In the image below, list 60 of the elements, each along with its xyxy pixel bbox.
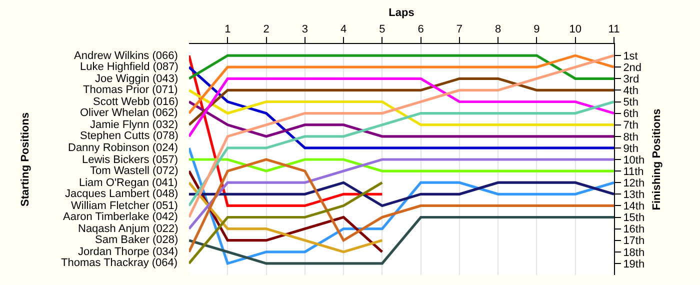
line-series [189, 66, 614, 150]
line-series [189, 100, 614, 207]
series-label: Naqash Anjum (022) [78, 223, 178, 235]
x-tick-label: 3 [302, 24, 308, 36]
series-label: Liam O'Regan (041) [79, 177, 178, 189]
line-series [189, 216, 614, 265]
y2-tick-label: 8th [623, 131, 638, 144]
x-tick-label: 11 [608, 24, 620, 36]
series-label: Sam Baker (028) [95, 234, 178, 246]
series-label: Lewis Bickers (057) [82, 154, 178, 166]
x-tick-label: 5 [379, 24, 386, 36]
x-tick-label: 4 [340, 24, 347, 36]
y2-tick-label: 14th [623, 200, 645, 213]
x-tick-label: 8 [495, 24, 502, 36]
series-label: Aaron Timberlake (042) [63, 211, 178, 223]
y2-tick-label: 18th [623, 246, 645, 259]
series-label: Thomas Prior (071) [83, 84, 178, 96]
y2-tick-label: 16th [623, 224, 645, 236]
y2-tick-label: 12th [623, 177, 645, 190]
series-label: Joe Wiggin (043) [95, 73, 178, 85]
series-label: Jordan Thorpe (034) [78, 246, 178, 258]
y2-tick-label: 2nd [623, 62, 642, 74]
series-label: Thomas Thackray (064) [61, 257, 178, 269]
x-tick-label: 10 [569, 24, 582, 36]
x-tick-label: 7 [456, 24, 463, 36]
x-tick-label: 6 [418, 24, 424, 36]
y2-tick-label: 9th [623, 142, 638, 155]
y2-tick-label: 6th [623, 108, 638, 120]
series-label: Andrew Wilkins (066) [74, 50, 178, 62]
series-label: Danny Robinson (024) [68, 142, 178, 154]
series-label: Jamie Flynn (032) [90, 119, 178, 131]
x-axis-title: Laps [388, 7, 414, 20]
line-series [189, 54, 614, 219]
x-tick-label: 2 [263, 24, 270, 36]
y2-tick-label: 7th [623, 120, 638, 132]
y2-tick-label: 3rd [623, 74, 640, 86]
line-series [189, 158, 614, 254]
series-label: Stephen Cutts (078) [80, 130, 178, 142]
x-tick-label: 9 [534, 24, 540, 36]
y2-axis-title: Finishing Positions [650, 108, 663, 210]
y2-tick-label: 1st [623, 50, 638, 62]
line-series [189, 88, 614, 126]
y2-tick-label: 13th [623, 189, 645, 201]
line-series [189, 77, 614, 138]
series-label: Scott Webb (016) [93, 96, 178, 108]
line-series [189, 158, 614, 230]
y2-tick-label: 17th [623, 235, 645, 248]
y2-tick-label: 10th [623, 154, 645, 166]
y2-tick-label: 4th [623, 85, 638, 98]
series-label: Tom Wastell (072) [90, 165, 178, 177]
y2-tick-label: 15th [623, 212, 645, 224]
series-label: Luke Highfield (087) [80, 61, 178, 73]
series-label: William Fletcher (051) [71, 200, 178, 212]
x-tick-label: 1 [224, 24, 231, 36]
text: Starting Positions [20, 112, 32, 206]
y2-tick-label: 11th [623, 166, 644, 178]
series-label: Jacques Lambert (048) [65, 188, 178, 200]
series-label: Oliver Whelan (062) [80, 107, 178, 119]
y2-tick-label: 5th [623, 96, 638, 109]
y2-tick-label: 19th [623, 258, 645, 270]
